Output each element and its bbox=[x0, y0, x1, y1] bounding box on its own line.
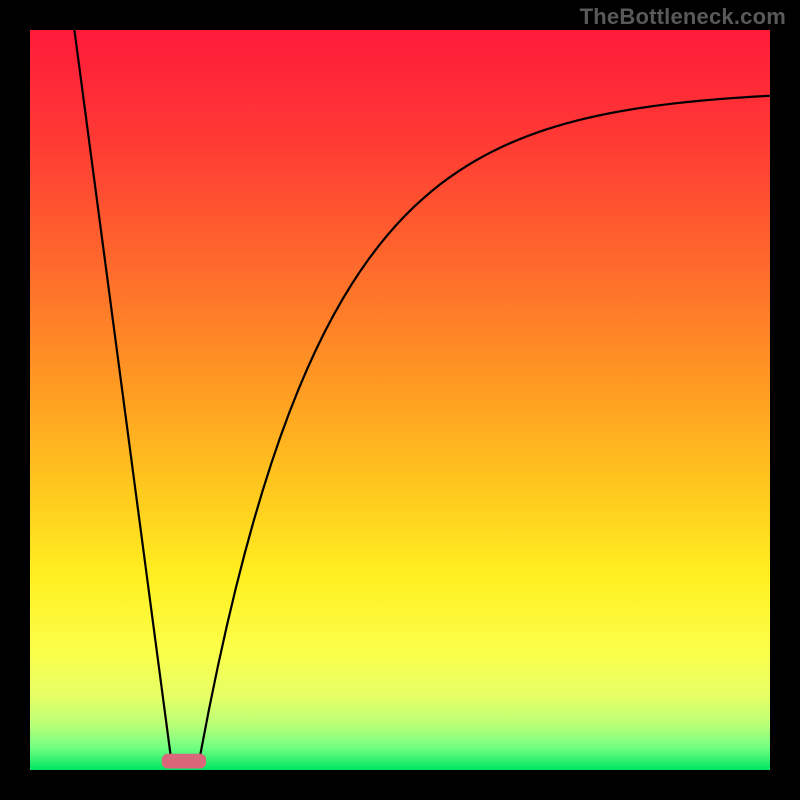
chart-svg bbox=[30, 30, 770, 770]
watermark-text: TheBottleneck.com bbox=[580, 4, 786, 30]
plot-area bbox=[30, 30, 770, 770]
bottom-marker bbox=[162, 754, 206, 769]
gradient-background bbox=[30, 30, 770, 770]
chart-frame: TheBottleneck.com bbox=[0, 0, 800, 800]
